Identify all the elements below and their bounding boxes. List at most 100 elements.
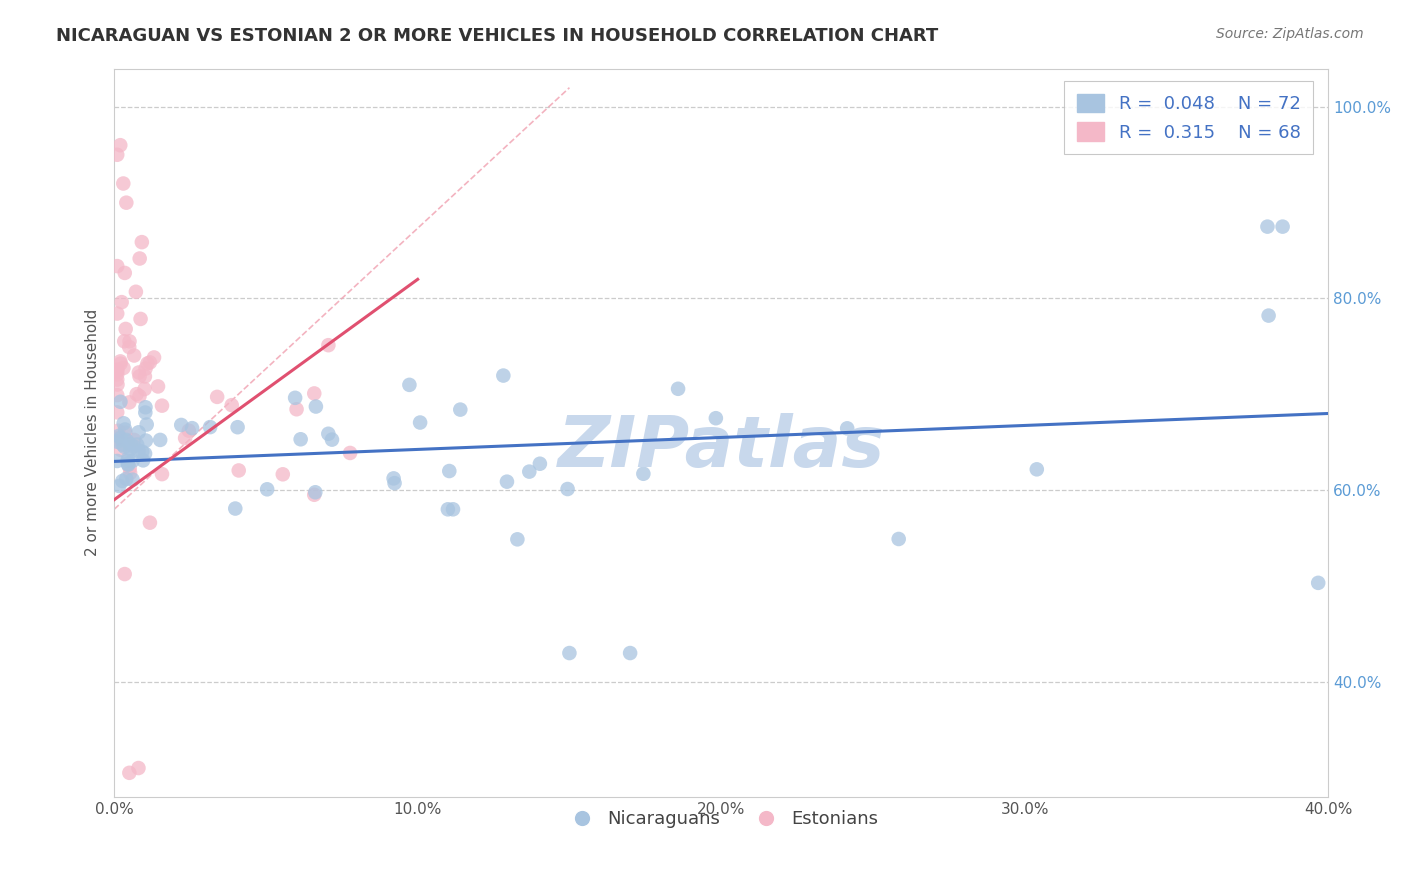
Point: [127, 437, 149, 451]
Point: [271, 467, 294, 482]
Point: [105, 364, 128, 378]
Point: [304, 488, 326, 502]
Point: [128, 366, 150, 380]
Point: [496, 475, 519, 489]
Point: [117, 458, 139, 472]
Point: [105, 147, 128, 161]
Point: [198, 420, 221, 434]
Point: [226, 420, 249, 434]
Point: [221, 398, 243, 412]
Point: [174, 431, 197, 445]
Point: [135, 417, 157, 432]
Point: [492, 368, 515, 383]
Point: [117, 454, 139, 468]
Point: [114, 266, 136, 280]
Point: [290, 432, 312, 446]
Point: [557, 482, 579, 496]
Point: [118, 334, 141, 349]
Point: [114, 423, 136, 437]
Point: [1308, 575, 1330, 590]
Point: [134, 401, 156, 415]
Point: [111, 295, 134, 310]
Point: [115, 195, 138, 210]
Point: [117, 451, 139, 466]
Point: [134, 369, 156, 384]
Point: [439, 464, 461, 478]
Point: [110, 357, 132, 371]
Point: [110, 138, 132, 153]
Point: [127, 761, 149, 775]
Point: [517, 465, 540, 479]
Point: [107, 424, 129, 438]
Point: [105, 362, 128, 376]
Text: Source: ZipAtlas.com: Source: ZipAtlas.com: [1216, 27, 1364, 41]
Point: [127, 443, 149, 458]
Point: [285, 402, 308, 417]
Point: [619, 646, 641, 660]
Point: [228, 463, 250, 477]
Point: [122, 349, 145, 363]
Point: [115, 472, 138, 486]
Point: [146, 379, 169, 393]
Point: [105, 373, 128, 387]
Point: [1271, 219, 1294, 234]
Point: [149, 433, 172, 447]
Point: [441, 502, 464, 516]
Point: [304, 386, 326, 401]
Point: [112, 440, 135, 454]
Y-axis label: 2 or more Vehicles in Household: 2 or more Vehicles in Household: [86, 309, 100, 557]
Point: [122, 439, 145, 453]
Point: [114, 322, 136, 336]
Point: [105, 388, 128, 402]
Point: [177, 424, 200, 438]
Point: [398, 377, 420, 392]
Point: [105, 454, 128, 468]
Point: [110, 394, 132, 409]
Point: [150, 467, 173, 482]
Point: [837, 421, 859, 435]
Point: [1257, 309, 1279, 323]
Point: [318, 338, 340, 352]
Point: [339, 446, 361, 460]
Point: [110, 431, 132, 445]
Point: [131, 235, 153, 249]
Point: [382, 471, 405, 485]
Point: [128, 252, 150, 266]
Point: [120, 466, 142, 480]
Point: [129, 312, 152, 326]
Legend: Nicaraguans, Estonians: Nicaraguans, Estonians: [557, 803, 886, 835]
Point: [224, 501, 246, 516]
Point: [112, 417, 135, 431]
Point: [111, 437, 134, 451]
Point: [143, 351, 166, 365]
Point: [136, 356, 159, 370]
Point: [128, 369, 150, 384]
Point: [120, 437, 142, 451]
Point: [558, 646, 581, 660]
Point: [105, 307, 128, 321]
Point: [112, 334, 135, 349]
Point: [135, 434, 157, 448]
Point: [114, 425, 136, 440]
Point: [117, 434, 139, 449]
Point: [506, 533, 529, 547]
Point: [121, 473, 143, 487]
Point: [112, 361, 135, 376]
Point: [112, 177, 135, 191]
Point: [132, 453, 155, 467]
Point: [449, 402, 471, 417]
Point: [205, 390, 228, 404]
Point: [128, 425, 150, 440]
Point: [170, 417, 193, 432]
Point: [105, 368, 128, 382]
Point: [110, 354, 132, 368]
Point: [633, 467, 655, 481]
Point: [118, 765, 141, 780]
Point: [887, 532, 910, 546]
Point: [304, 485, 326, 500]
Point: [115, 433, 138, 447]
Point: [1025, 462, 1047, 476]
Point: [150, 399, 173, 413]
Point: [437, 502, 460, 516]
Point: [134, 447, 156, 461]
